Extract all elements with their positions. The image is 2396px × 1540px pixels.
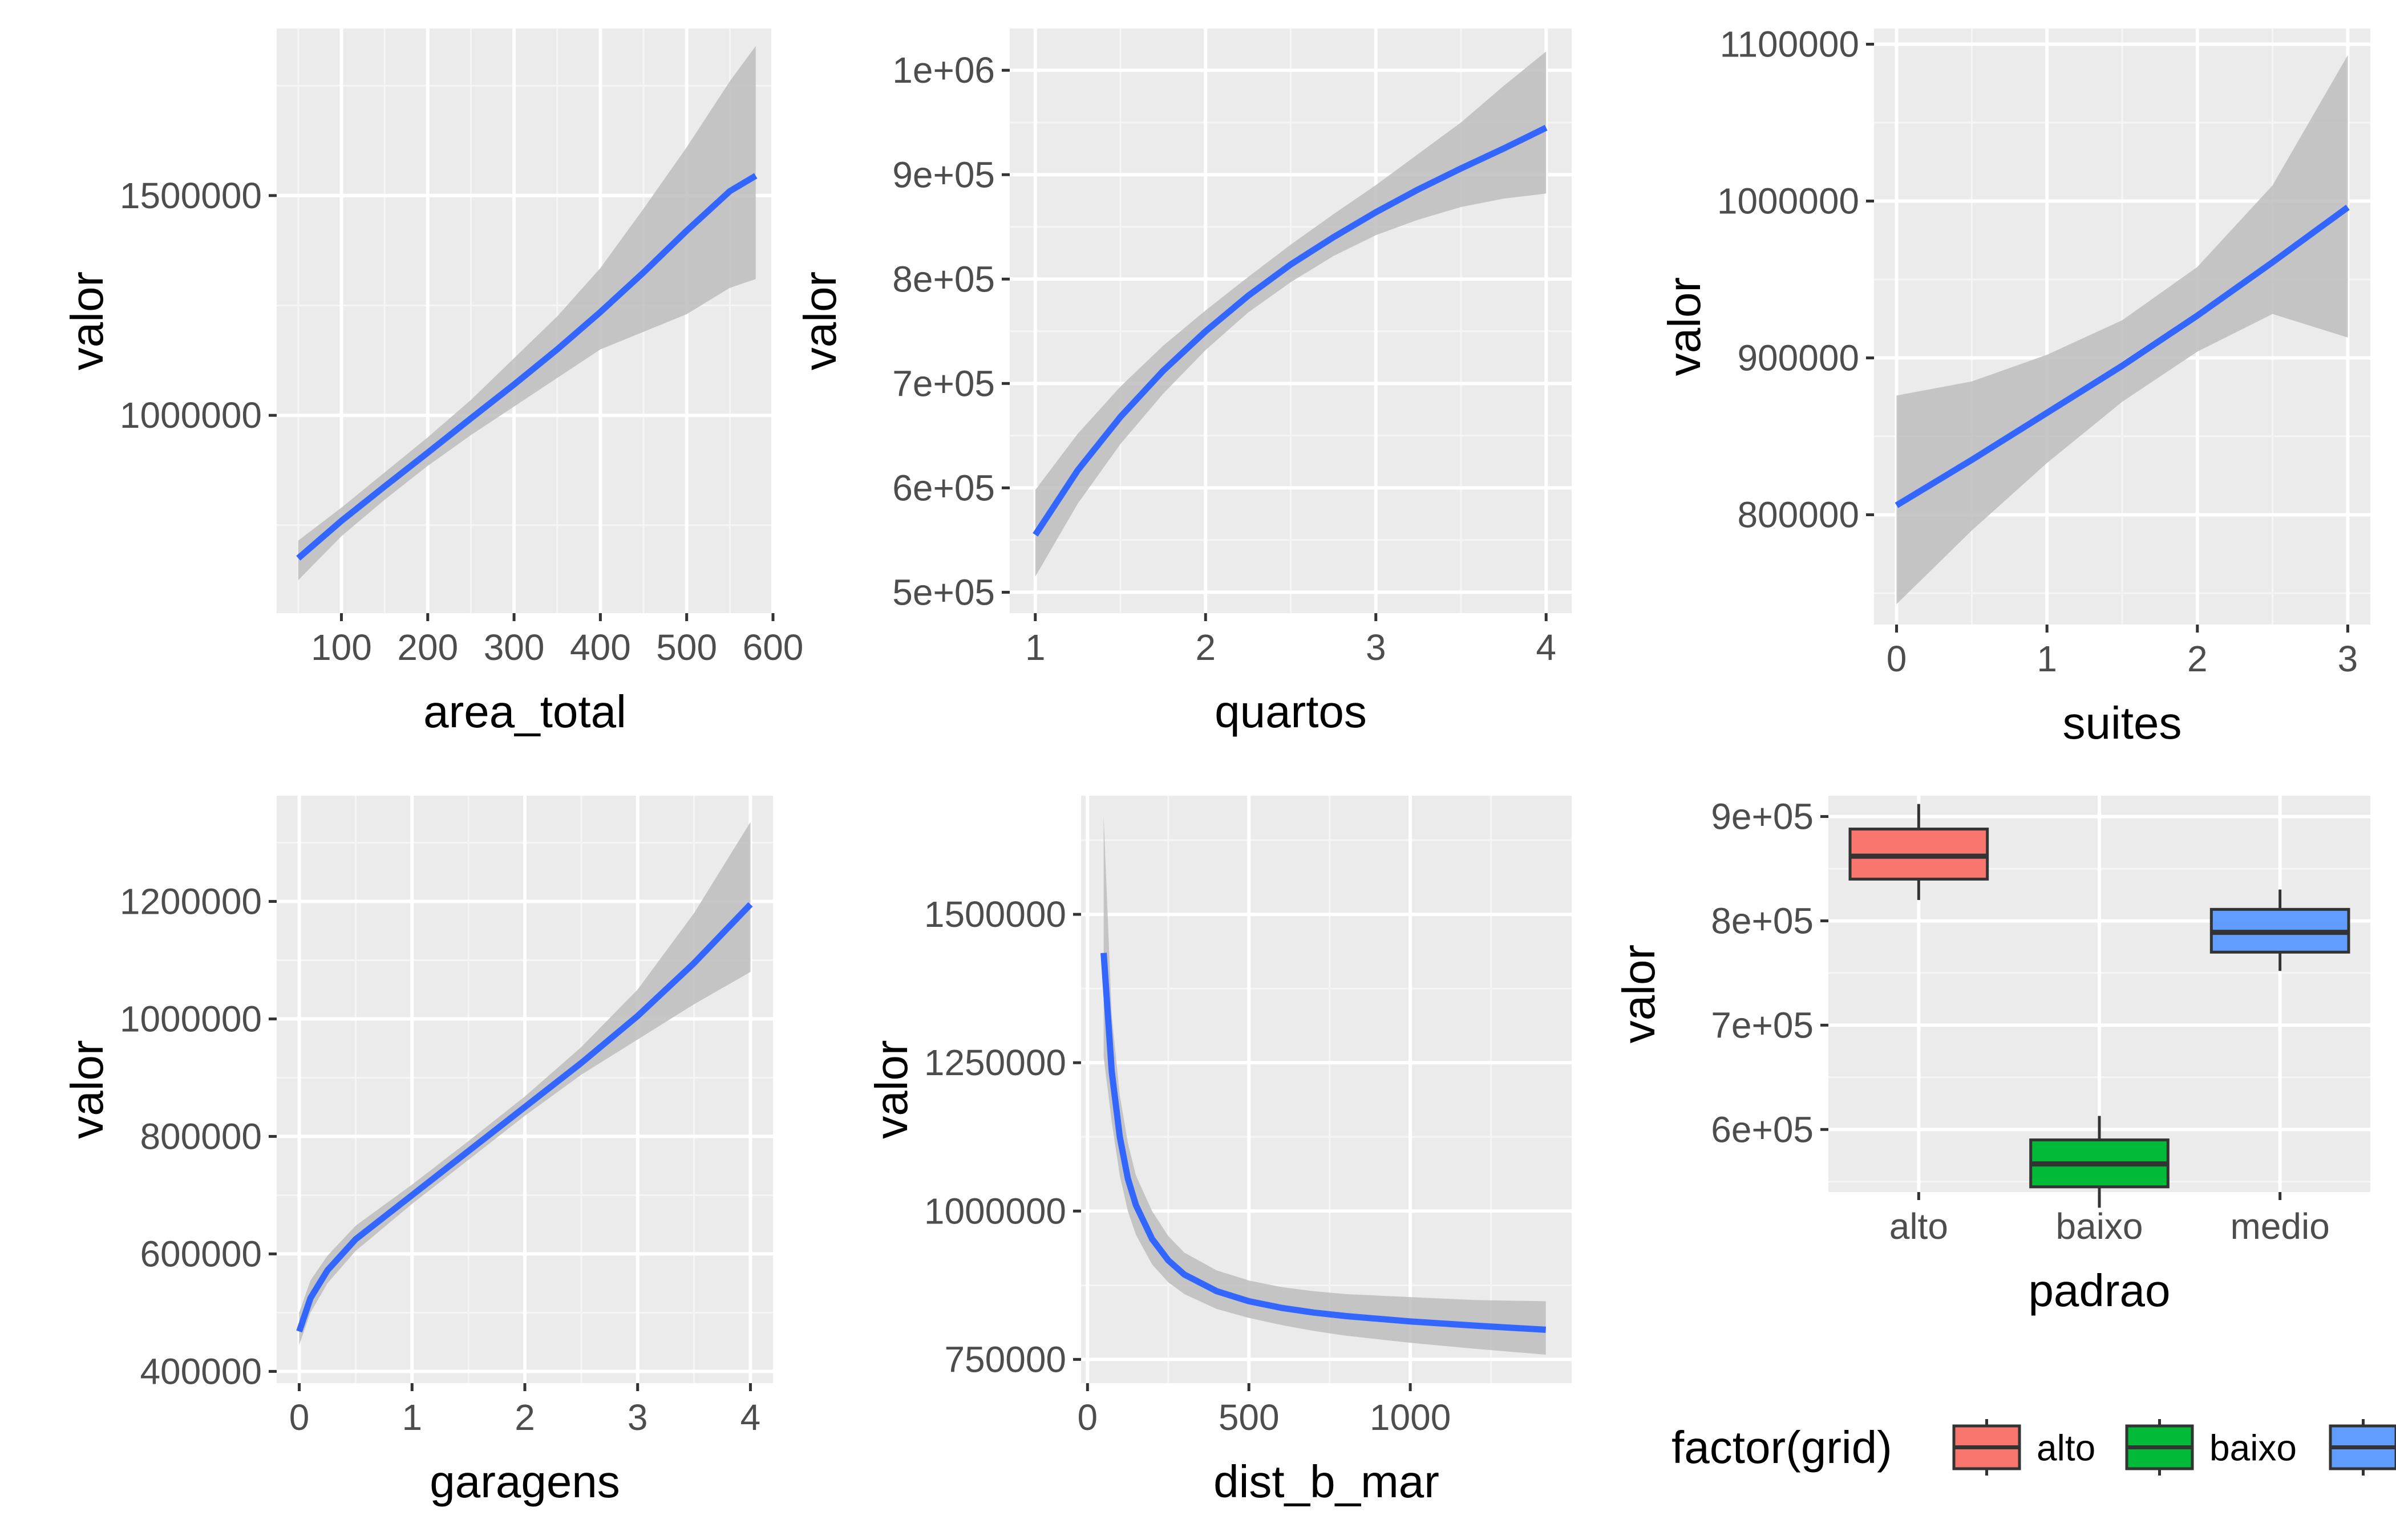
y-tick-label: 7e+05 [892, 363, 995, 404]
y-tick-label: 7e+05 [1711, 1004, 1814, 1045]
y-tick-label: 800000 [1737, 495, 1859, 536]
x-tick-label: 600 [743, 627, 804, 668]
x-tick-label: 0 [1078, 1397, 1098, 1438]
fitted-line [1100, 953, 1547, 1333]
y-axis-title: valor [1613, 945, 1664, 1043]
legend: factor(grid) alto baixo [1671, 1419, 2396, 1476]
x-tick-label: 3 [628, 1397, 648, 1438]
x-tick-label: 4 [740, 1397, 761, 1438]
box-alto [1848, 804, 1989, 900]
y-tick-label: 900000 [1737, 338, 1859, 379]
y-tick-label: 8e+05 [1711, 900, 1814, 941]
y-tick-label: 1000000 [924, 1190, 1066, 1231]
x-tick-label: 200 [397, 627, 458, 668]
y-tick-label: 5e+05 [892, 572, 995, 613]
y-axis-title: valor [866, 1040, 917, 1138]
legend-item: baixo [2125, 1419, 2297, 1476]
x-tick-label: 1000 [1370, 1397, 1451, 1438]
y-tick-label: 1250000 [924, 1042, 1066, 1083]
x-tick-label: 4 [1536, 627, 1556, 668]
x-tick-label: 1 [1025, 627, 1046, 668]
x-tick-label: 500 [1219, 1397, 1280, 1438]
x-tick-label: 300 [484, 627, 545, 668]
x-tick-label: medio [2231, 1206, 2330, 1247]
confidence-band [1896, 55, 2348, 605]
y-tick-label: 1500000 [924, 894, 1066, 935]
legend-item: alto [1952, 1419, 2095, 1476]
x-tick-label: 500 [656, 627, 717, 668]
panel-1: 1000000 1500000 100 200 300 400 500 600 area_tot… [62, 29, 803, 737]
x-tick-label: 2 [515, 1397, 535, 1438]
x-tick-label: 100 [311, 627, 372, 668]
x-tick-label: 3 [1366, 627, 1386, 668]
fitted-line [296, 902, 753, 1333]
x-axis-title: suites [2063, 698, 2182, 748]
confidence-band [298, 46, 756, 581]
panel-6: 6e+05 7e+05 8e+05 9e+05 alto baixo medio padrao… [1613, 796, 2370, 1316]
y-axis-title: valor [795, 271, 845, 370]
y-tick-label: 1e+06 [892, 50, 995, 91]
y-tick-label: 1100000 [1720, 24, 1859, 65]
x-tick-label: 2 [2187, 638, 2208, 679]
x-tick-label: 0 [289, 1397, 310, 1438]
y-tick-label: 750000 [944, 1339, 1066, 1380]
box-baixo [2029, 1116, 2170, 1208]
y-tick-label: 600000 [140, 1233, 262, 1274]
box-medio [2209, 889, 2350, 971]
y-tick-label: 9e+05 [1711, 796, 1814, 837]
y-tick-label: 1500000 [120, 175, 262, 216]
y-tick-label: 400000 [140, 1351, 262, 1392]
y-tick-label: 9e+05 [892, 154, 995, 195]
x-tick-label: 400 [570, 627, 631, 668]
confidence-band [1103, 816, 1546, 1355]
y-tick-label: 8e+05 [892, 258, 995, 299]
fitted-line [296, 173, 758, 561]
x-tick-label: 1 [402, 1397, 422, 1438]
x-tick-label: alto [1889, 1206, 1948, 1247]
fitted-line [1895, 205, 2350, 508]
fitted-line [1033, 124, 1548, 537]
panel-2: 5e+05 6e+05 7e+05 8e+05 9e+05 1e+06 1 2 3 4 quarto… [795, 29, 1572, 737]
x-tick-label: 2 [1195, 627, 1216, 668]
y-axis-title: valor [62, 1040, 112, 1138]
y-tick-label: 800000 [140, 1116, 262, 1157]
y-tick-label: 1200000 [120, 881, 262, 922]
y-axis-title: valor [62, 271, 112, 370]
y-tick-label: 1000000 [120, 395, 262, 436]
x-tick-label: baixo [2056, 1206, 2143, 1247]
y-tick-label: 1000000 [120, 998, 262, 1039]
x-tick-label: 1 [2037, 638, 2057, 679]
confidence-band [1035, 51, 1547, 577]
y-tick-label: 6e+05 [892, 467, 995, 508]
x-axis-title: garagens [430, 1456, 620, 1507]
x-axis-title: dist_b_mar [1213, 1456, 1439, 1507]
x-tick-label: 0 [1887, 638, 1907, 679]
panel-5: 750000 1000000 1250000 1500000 0 500 1000 dist_… [866, 796, 1572, 1507]
y-tick-label: 6e+05 [1711, 1109, 1814, 1150]
legend-label: alto [2037, 1428, 2095, 1469]
panel-4: 400000 600000 800000 1000000 1200000 0 1 2 3 4 gar… [62, 796, 773, 1507]
legend-title: factor(grid) [1671, 1422, 1892, 1473]
y-tick-label: 1000000 [1717, 181, 1859, 222]
x-axis-title: area_total [423, 686, 626, 737]
legend-label: baixo [2209, 1428, 2297, 1469]
x-axis-title: padrao [2028, 1265, 2170, 1316]
panel-3: 800000 900000 1000000 1100000 0 1 2 3 suites valo… [1659, 24, 2370, 748]
y-axis-title: valor [1659, 277, 1710, 376]
x-axis-title: quartos [1215, 686, 1367, 737]
x-tick-label: 3 [2338, 638, 2358, 679]
legend-item [2329, 1419, 2396, 1476]
